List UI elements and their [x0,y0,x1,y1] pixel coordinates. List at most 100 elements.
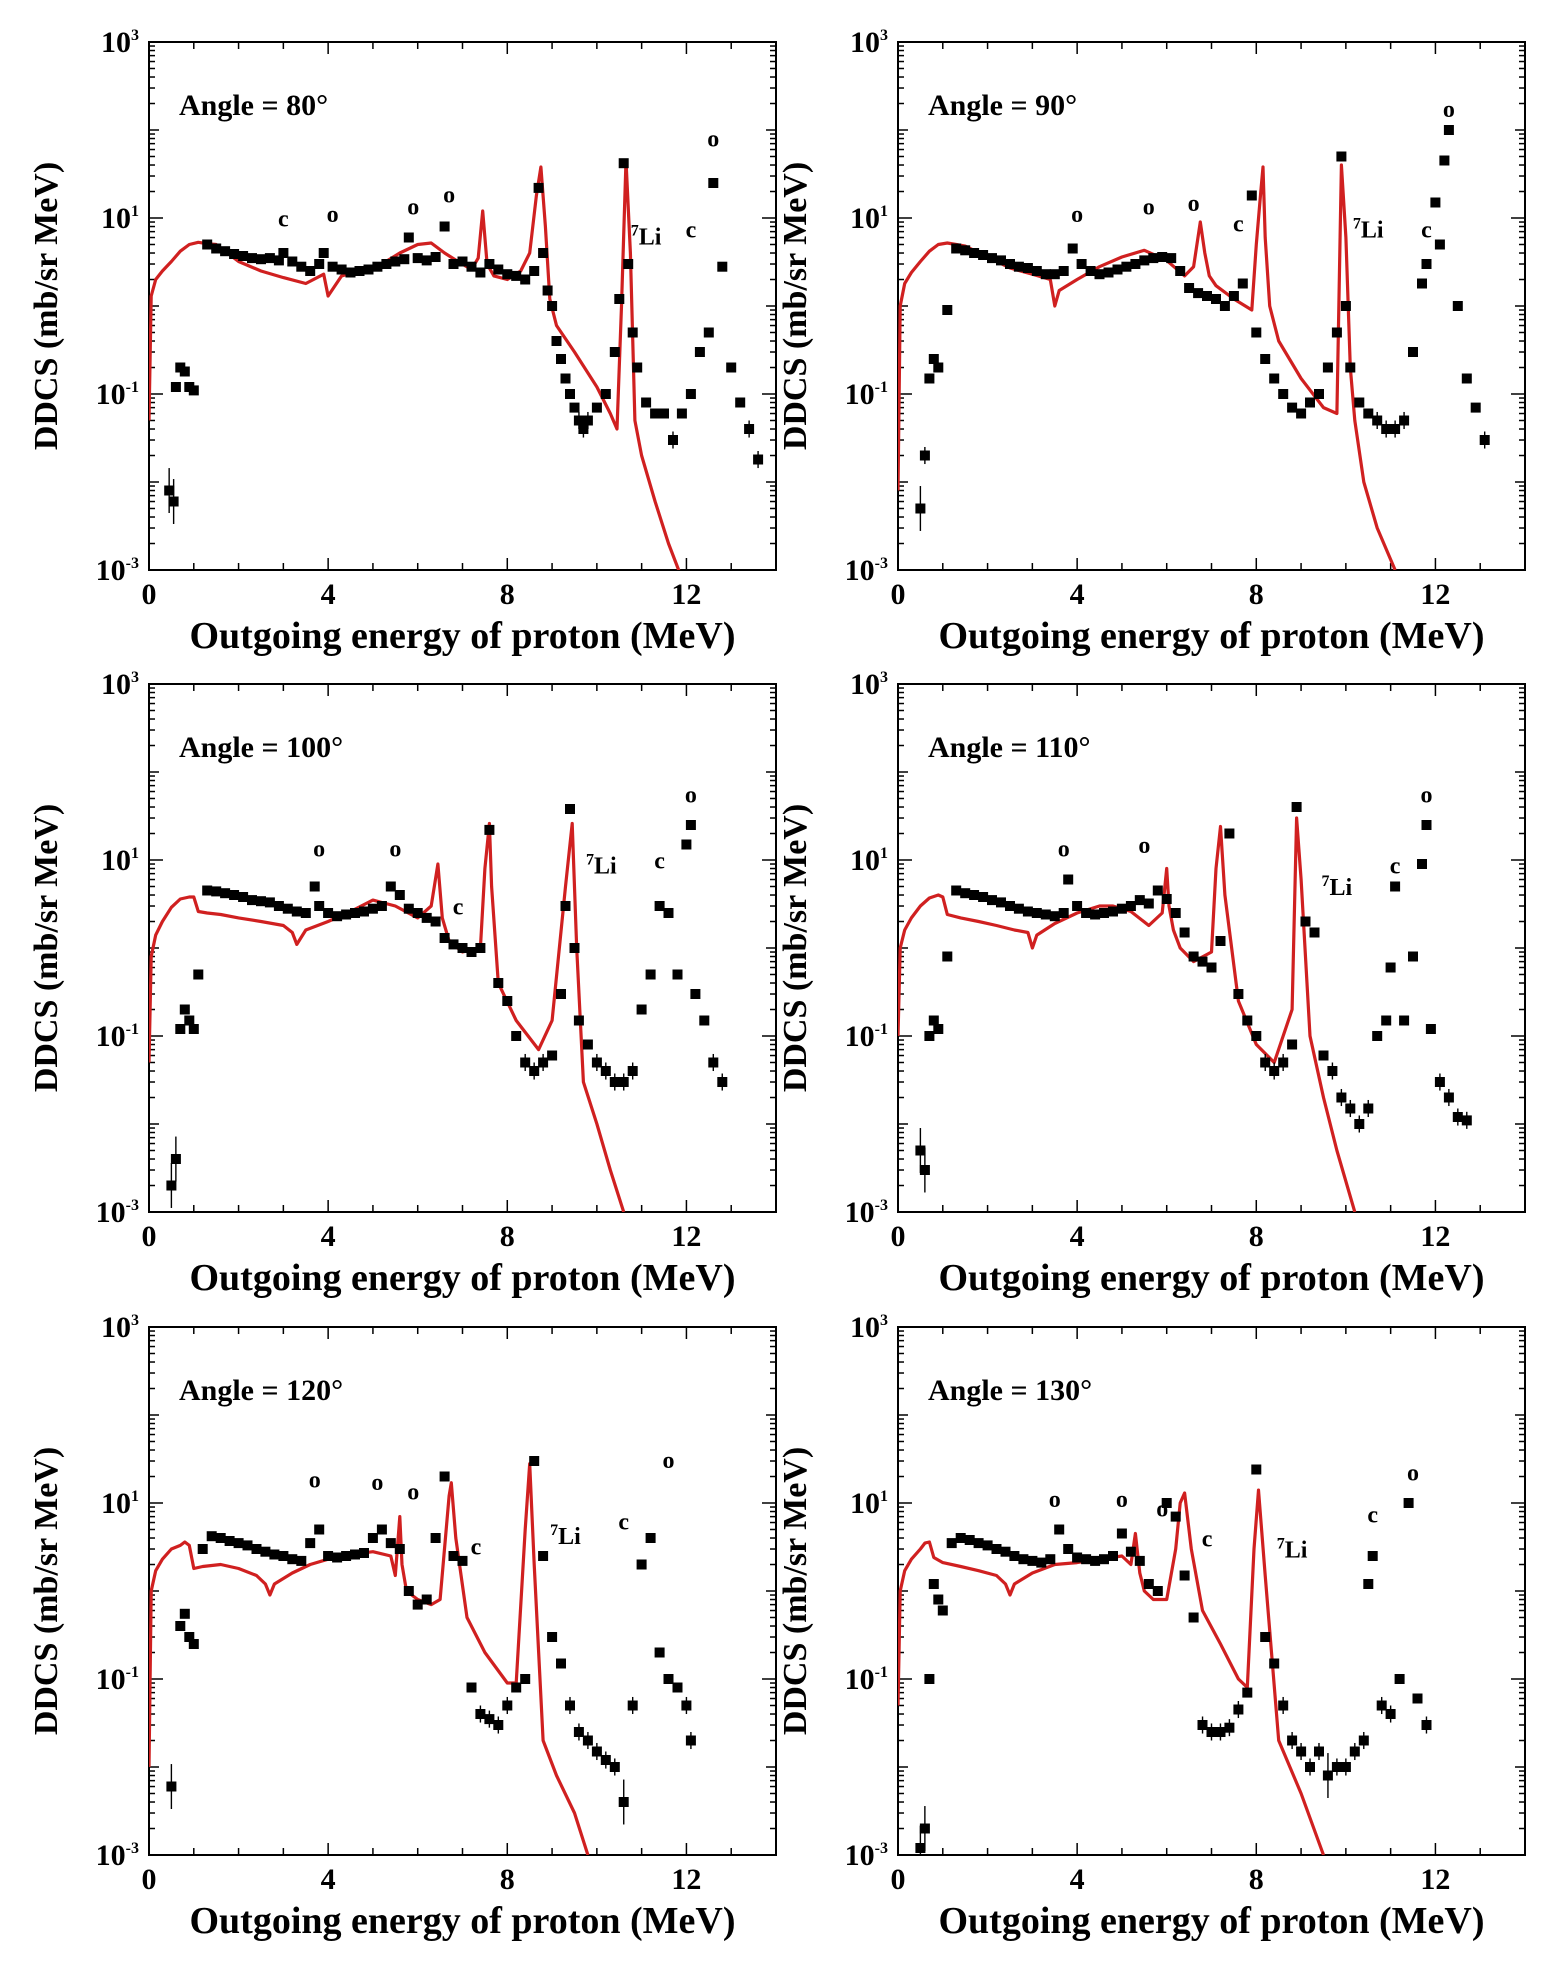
data-point [484,259,495,269]
y-tick-label: 103 [850,26,888,59]
data-point [1125,901,1136,911]
data-point [1215,936,1226,946]
y-axis-label: DDCS (mb/sr MeV) [777,1447,814,1735]
data-point [475,943,486,953]
data-point [1390,424,1401,434]
data-point [166,1781,177,1792]
angle-label: Angle = 90° [928,89,1077,122]
data-point [1251,1031,1262,1041]
annotation-element: Li [1361,218,1384,244]
peak-annotation: o [309,1468,321,1494]
data-point [1331,1762,1342,1772]
data-point [273,255,284,266]
data-point [1314,1746,1324,1757]
data-point [600,389,611,399]
data-point [412,253,423,264]
data-point [1336,1092,1347,1103]
data-point [502,269,513,280]
data-point [1206,962,1217,973]
data-point [1049,911,1060,922]
peak-annotation: o [313,836,325,862]
data-point [175,1621,186,1631]
x-tick-label: 4 [321,1863,336,1896]
data-point [354,266,365,276]
data-point [1040,269,1051,280]
data-point [179,1608,190,1619]
data-point [1090,909,1101,920]
data-point [264,897,275,908]
data-point [1314,389,1324,399]
data-point [1063,1544,1074,1554]
data-point [1269,1658,1280,1669]
data-point [1013,261,1024,272]
y-tick-base: 10 [850,26,880,59]
data-point [1045,1554,1056,1565]
peak-annotation: 7Li [586,852,617,880]
data-point [1479,435,1490,445]
data-point [520,1674,531,1684]
y-tick-exponent: 1 [131,1488,139,1505]
data-point [493,978,504,988]
data-point [1022,263,1033,273]
data-point [475,267,486,278]
x-tick-label: 4 [1070,1220,1085,1253]
y-tick-base: 10 [101,26,131,59]
data-point [1278,389,1289,399]
data-point [573,1727,584,1737]
data-point [1461,373,1472,384]
data-point [1309,927,1320,938]
data-point [1242,1687,1253,1698]
data-point [591,1746,602,1757]
data-point [1363,408,1374,419]
data-point [188,385,199,396]
data-point [1081,1554,1092,1565]
y-tick-exponent: 3 [880,1312,888,1329]
data-point [1421,259,1432,269]
y-tick-label: 101 [101,844,139,877]
data-point [1013,903,1024,914]
x-tick-label: 8 [1249,1220,1264,1253]
peak-annotation: 7Li [1322,873,1353,901]
data-point [1139,255,1150,266]
data-point [1336,151,1347,162]
data-point [1260,1632,1271,1642]
peak-annotation: c [453,895,464,921]
data-point [287,256,298,267]
data-point [618,1797,629,1807]
data-point [511,1031,522,1041]
data-point [1461,1115,1472,1126]
data-point [367,903,378,914]
data-point [188,1024,199,1034]
data-point [1412,1693,1423,1704]
data-point [1085,266,1096,276]
data-point [1072,901,1083,911]
data-point [1005,901,1015,911]
peak-annotation: o [1188,191,1200,217]
plot-area [898,125,1490,570]
data-point [636,1004,647,1015]
x-tick-label: 4 [1070,578,1085,611]
y-tick-base: 10 [850,668,880,701]
y-tick-exponent: -1 [126,1021,139,1038]
annotation-element: Li [1330,875,1353,901]
data-point [978,250,989,260]
y-tick-exponent: -3 [875,1197,888,1214]
data-point [269,1549,280,1560]
x-axis-label: Outgoing energy of proton (MeV) [189,615,735,657]
data-point [1408,347,1418,357]
data-point [582,415,593,426]
data-point [1372,415,1383,426]
data-point [341,909,352,920]
data-point [641,397,652,408]
y-tick-exponent: -3 [126,1197,139,1214]
data-point [1425,1024,1436,1034]
y-tick-label: 10-3 [96,554,139,587]
data-point [1354,397,1365,408]
y-tick-label: 103 [101,668,139,701]
x-axis-label: Outgoing energy of proton (MeV) [189,1257,735,1299]
data-point [1000,1546,1011,1557]
data-point [1345,362,1356,373]
data-point [475,1709,486,1719]
data-point [238,892,249,902]
